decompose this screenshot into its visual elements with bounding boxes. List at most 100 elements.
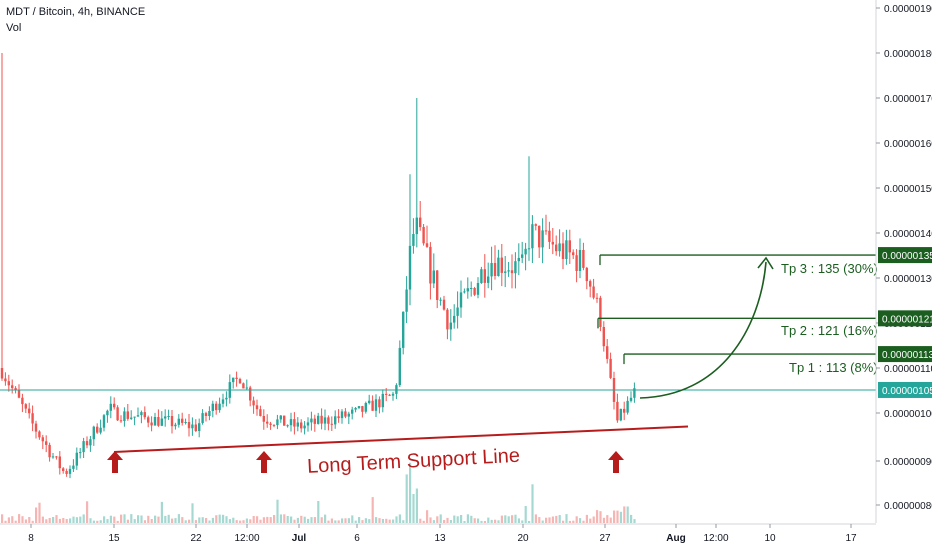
candle-body — [327, 417, 330, 424]
candle-body — [65, 471, 68, 474]
volume-bar — [317, 501, 320, 523]
price-axis[interactable]: 0.00000190 0.00000180 0.00000170 0.00000160… — [875, 0, 932, 523]
volume-bar — [218, 514, 221, 523]
volume-bar — [283, 514, 286, 523]
candle-body — [626, 400, 629, 413]
candle-body — [364, 403, 367, 412]
candle-body — [408, 245, 412, 290]
volume-indicator-label: Vol — [6, 22, 22, 34]
candle-body — [466, 288, 469, 292]
candle-body — [544, 230, 548, 232]
volume-bar — [426, 510, 429, 523]
candle-body — [330, 423, 333, 425]
candle-body — [106, 410, 109, 416]
volume-bar — [626, 506, 629, 523]
time-tick-label: 8 — [28, 533, 34, 544]
volume-bar — [398, 514, 401, 523]
target-label: Tp 1 : 113 (8%) — [789, 360, 878, 375]
candle-body — [289, 419, 293, 426]
volume-bar — [109, 515, 112, 523]
candle-body — [157, 417, 160, 426]
volume-bar — [313, 517, 316, 523]
price-badge-label: 0.00000135 — [882, 251, 932, 262]
candle-body — [402, 311, 405, 348]
candle-body — [7, 381, 10, 386]
volume-bar — [249, 519, 252, 523]
candle-body — [306, 422, 310, 426]
candle-body — [453, 315, 456, 323]
candle-body — [242, 383, 245, 389]
volume-bar — [11, 516, 14, 523]
candle-body — [609, 358, 612, 378]
volume-bar — [86, 501, 89, 523]
candle-body — [534, 224, 537, 226]
candle-body — [432, 270, 435, 284]
candle-body — [164, 416, 167, 419]
volume-bar — [381, 519, 384, 523]
candle-body — [174, 424, 177, 427]
volume-bar — [568, 520, 571, 523]
candle-body — [487, 276, 490, 283]
candle-body — [391, 393, 395, 396]
volume-bar — [286, 516, 289, 523]
volume-bar — [252, 516, 255, 523]
volume-bar — [164, 515, 167, 523]
time-axis[interactable]: 8 15 22 12:00 Jul 6 13 20 27 Aug 12:00 10 17 — [0, 523, 876, 544]
candle-body — [470, 288, 473, 289]
candle-body — [286, 425, 289, 427]
candle-body — [303, 425, 306, 429]
support-touch-arrow-icon — [608, 451, 624, 473]
volume-bar — [184, 520, 187, 523]
candle-body — [582, 250, 585, 268]
volume-bar — [429, 517, 432, 523]
volume-bar — [28, 517, 31, 523]
volume-bar — [514, 514, 517, 523]
volume-bar — [7, 517, 10, 523]
support-touch-arrow-icon — [107, 451, 123, 473]
candle-body — [385, 393, 388, 395]
price-tick-label: 0.00000090 — [884, 457, 932, 468]
volume-bar — [446, 517, 449, 523]
volume-bar — [154, 515, 157, 523]
candle-body — [177, 418, 180, 425]
volume-bar — [72, 516, 75, 523]
volume-bar — [392, 519, 395, 523]
candle-body — [143, 412, 146, 418]
candle-body — [17, 390, 21, 398]
volume-bar — [371, 497, 374, 523]
candle-body — [541, 230, 544, 248]
volume-bar — [130, 514, 133, 523]
volume-bar — [45, 519, 48, 523]
candle-body — [602, 327, 605, 347]
candle-body — [429, 246, 432, 284]
candle-body — [150, 422, 153, 426]
volume-bar — [133, 519, 136, 523]
volume-bar — [120, 514, 123, 523]
volume-bar — [143, 520, 146, 523]
volume-bar — [191, 503, 194, 523]
volume-bar — [606, 515, 609, 523]
volume-bar — [337, 520, 340, 523]
volume-bar — [388, 519, 391, 523]
time-tick-label: 17 — [845, 533, 857, 544]
volume-bar — [310, 517, 313, 523]
candle-body — [405, 289, 408, 312]
candle-body — [337, 416, 340, 419]
volume-bar — [439, 514, 442, 523]
price-badge-label: 0.00000113 — [882, 350, 932, 361]
candle-body — [0, 368, 4, 379]
time-tick-label: 6 — [354, 533, 360, 544]
volume-bar — [320, 517, 323, 523]
candle-body — [446, 309, 449, 330]
volume-bar — [157, 516, 160, 523]
candle-body — [136, 415, 140, 417]
volume-bar — [181, 517, 184, 523]
candle-body — [619, 408, 622, 421]
candle-body — [589, 281, 592, 287]
volume-bar — [24, 519, 27, 523]
volume-bar — [222, 514, 225, 523]
price-badge — [878, 346, 932, 363]
volume-bar — [497, 520, 500, 523]
volume-bar — [177, 514, 180, 523]
